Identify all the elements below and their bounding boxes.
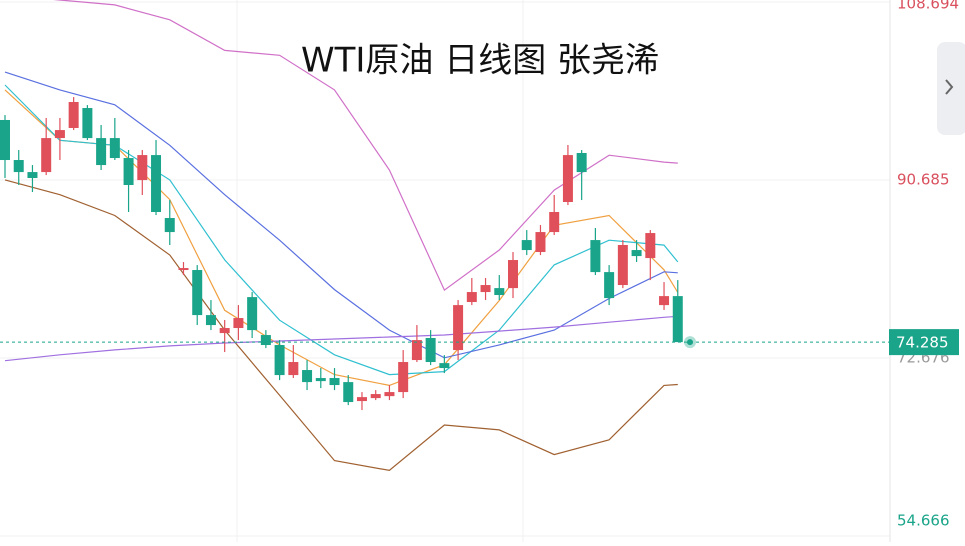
candle-body [672, 296, 683, 343]
candle-body [576, 152, 587, 173]
candle-body [425, 338, 436, 363]
indicator-line [4, 315, 678, 362]
candle-body [260, 335, 271, 346]
candle-body [302, 370, 313, 383]
candle-body [343, 382, 354, 403]
arrow-icon [945, 79, 954, 95]
candle-body [480, 285, 491, 293]
candle-body [13, 160, 24, 173]
candle-body [439, 363, 450, 369]
candle-body [205, 315, 216, 326]
candle-body [68, 101, 79, 128]
candle-body [535, 232, 546, 253]
candle-body [178, 268, 189, 271]
indicator-line [4, 179, 678, 472]
candle-body [315, 378, 326, 382]
indicator-line [53, 0, 678, 292]
y-tick-label: 108.694 [897, 0, 959, 13]
candle-body [384, 392, 395, 397]
candle-body [521, 240, 532, 251]
candle-body [549, 211, 560, 233]
candle-body [41, 138, 52, 173]
candle-body [27, 172, 38, 178]
y-tick-label: 90.685 [897, 171, 950, 189]
candle-body [192, 270, 203, 316]
last-price-label: 74.285 [896, 334, 949, 352]
candle-body [329, 378, 340, 386]
candle-body [466, 292, 477, 303]
indicator-line [4, 84, 679, 376]
candle-body [54, 130, 65, 139]
last-price-dot-core [687, 339, 693, 346]
candle-body [82, 108, 93, 139]
indicator-line [4, 71, 678, 359]
last-price-tag [889, 329, 959, 356]
candle-body [453, 305, 464, 351]
candle-body [659, 296, 670, 306]
candle-body [123, 158, 134, 186]
candle-body [247, 297, 258, 331]
candle-body [356, 397, 367, 402]
candle-body [96, 138, 107, 166]
candles [0, 97, 890, 411]
candle-body [288, 362, 299, 376]
candle-body [370, 394, 381, 399]
candle-body [137, 155, 148, 181]
candle-body [398, 362, 409, 393]
candle-body [494, 288, 505, 296]
candle-body [590, 240, 601, 273]
indicator-line [4, 89, 679, 387]
candle-body [562, 155, 573, 203]
candle-body [411, 340, 422, 361]
candle-body [508, 260, 519, 289]
candle-body [604, 272, 615, 299]
candle-body [631, 250, 642, 257]
y-tick-label: 54.666 [897, 512, 950, 530]
candle-body [164, 218, 175, 233]
candle-body [233, 318, 244, 329]
candle-body [109, 138, 120, 159]
candle-body [274, 345, 285, 376]
candle-body [617, 245, 628, 286]
grid [0, 0, 890, 542]
candle-body [645, 233, 656, 259]
candle-body [0, 119, 10, 161]
chart-title: WTI原油 日线图 张尧浠 [301, 41, 659, 81]
candle-body [151, 155, 162, 212]
candle-body [219, 328, 230, 334]
